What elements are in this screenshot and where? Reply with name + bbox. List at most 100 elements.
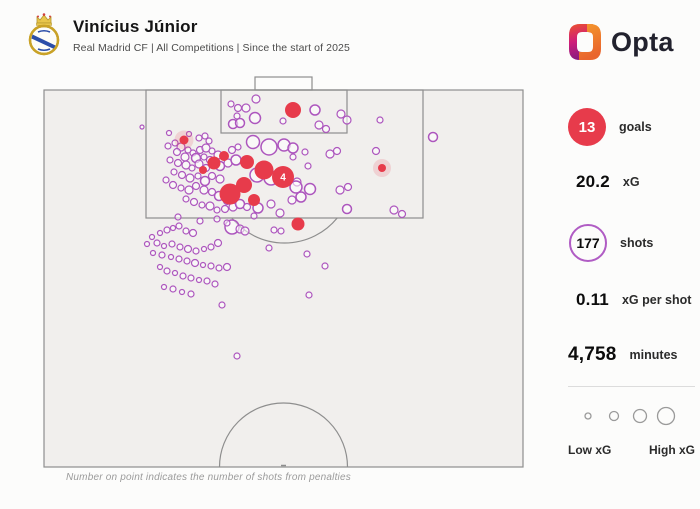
legend-size-circle bbox=[584, 412, 592, 420]
shot-marker bbox=[207, 187, 217, 197]
shot-marker bbox=[376, 116, 384, 124]
shot-marker bbox=[187, 290, 195, 298]
xg-label: xG bbox=[622, 175, 640, 189]
shot-marker bbox=[303, 182, 317, 196]
shot-marker bbox=[165, 129, 173, 137]
shot-marker bbox=[289, 180, 303, 194]
shot-marker bbox=[342, 115, 352, 125]
legend-high-label: High xG bbox=[648, 443, 695, 457]
shot-marker bbox=[181, 160, 191, 170]
shot-marker bbox=[188, 228, 198, 238]
shot-marker bbox=[248, 111, 262, 125]
shot-marker bbox=[227, 145, 237, 155]
shot-marker bbox=[211, 280, 219, 288]
goal-marker bbox=[248, 194, 260, 206]
shot-marker bbox=[336, 109, 346, 119]
goal-marker bbox=[240, 155, 254, 169]
shot-marker bbox=[321, 262, 329, 270]
shot-marker bbox=[279, 117, 287, 125]
goals-badge: 13 bbox=[568, 108, 606, 146]
shot-marker bbox=[171, 139, 179, 147]
xg-per-shot-value: 0.11 bbox=[576, 290, 609, 309]
shot-marker bbox=[163, 267, 171, 275]
pitch-outline bbox=[43, 89, 524, 468]
penalty-count-label: 4 bbox=[280, 173, 286, 184]
shot-marker bbox=[201, 132, 209, 140]
goal-marker bbox=[378, 164, 386, 172]
shot-marker bbox=[139, 124, 145, 130]
shot-marker bbox=[149, 249, 157, 257]
shot-marker bbox=[188, 164, 196, 172]
stat-xg-per-shot: 0.11 xG per shot bbox=[568, 288, 691, 312]
opta-logo-icon bbox=[569, 24, 601, 60]
shot-marker bbox=[332, 146, 342, 156]
shot-marker bbox=[203, 277, 211, 285]
shot-marker bbox=[172, 147, 182, 157]
shot-marker bbox=[156, 229, 164, 237]
page-title: Vinícius Júnior bbox=[73, 17, 198, 36]
goals-label: goals bbox=[619, 120, 652, 134]
brand: Opta bbox=[567, 22, 674, 62]
shot-marker bbox=[233, 103, 243, 113]
shot-marker bbox=[303, 250, 311, 258]
shot-marker bbox=[170, 168, 178, 176]
goal-marker bbox=[285, 102, 301, 118]
shot-marker bbox=[187, 274, 195, 282]
stat-shots: 177 shots bbox=[568, 224, 653, 262]
centre-circle bbox=[218, 402, 349, 468]
shot-marker bbox=[207, 243, 215, 251]
shot-marker bbox=[166, 156, 174, 164]
shot-marker bbox=[198, 201, 206, 209]
goal-marker bbox=[254, 160, 274, 180]
brand-name: Opta bbox=[611, 26, 674, 57]
shot-marker bbox=[195, 134, 203, 142]
shot-marker bbox=[251, 94, 261, 104]
shot-marker bbox=[266, 199, 276, 209]
shot-marker bbox=[143, 240, 151, 248]
shot-marker bbox=[240, 226, 250, 236]
shot-marker bbox=[215, 264, 223, 272]
shot-marker bbox=[199, 185, 209, 195]
shot-marker bbox=[189, 197, 199, 207]
shot-marker bbox=[184, 185, 194, 195]
shot-marker bbox=[223, 219, 231, 227]
stat-minutes: 4,758 minutes bbox=[568, 342, 677, 368]
xg-size-legend bbox=[584, 406, 676, 426]
legend-divider bbox=[568, 386, 695, 387]
shot-marker bbox=[162, 176, 170, 184]
shot-marker bbox=[200, 153, 208, 161]
club-crest-icon bbox=[28, 13, 60, 56]
shot-marker bbox=[160, 242, 168, 250]
shot-marker bbox=[314, 120, 324, 130]
shot-marker bbox=[227, 100, 235, 108]
goal-marker bbox=[219, 151, 229, 161]
shot-marker bbox=[241, 103, 251, 113]
shot-marker bbox=[195, 276, 203, 284]
shot-marker bbox=[192, 247, 200, 255]
shot-marker bbox=[175, 255, 183, 263]
legend-size-circle bbox=[632, 408, 648, 424]
shot-marker bbox=[222, 262, 232, 272]
shot-marker bbox=[148, 233, 156, 241]
shot-marker bbox=[194, 159, 204, 169]
shot-marker bbox=[169, 224, 177, 232]
shot-marker bbox=[213, 206, 221, 214]
shot-marker bbox=[184, 146, 192, 154]
shot-marker bbox=[270, 226, 278, 234]
shot-marker bbox=[250, 212, 258, 220]
shot-marker bbox=[287, 142, 299, 154]
shot-marker bbox=[168, 240, 176, 248]
shot-marker bbox=[158, 251, 166, 259]
shot-marker bbox=[177, 184, 185, 192]
shot-marker bbox=[389, 205, 399, 215]
shot-marker bbox=[176, 243, 184, 251]
shot-marker bbox=[179, 272, 187, 280]
shot-marker bbox=[199, 261, 207, 269]
goal-marker bbox=[199, 166, 207, 174]
shot-marker bbox=[175, 222, 183, 230]
shot-marker bbox=[233, 352, 241, 360]
shot-marker bbox=[200, 245, 208, 253]
legend-labels: Low xG High xG bbox=[568, 443, 695, 457]
shot-marker bbox=[182, 227, 190, 235]
